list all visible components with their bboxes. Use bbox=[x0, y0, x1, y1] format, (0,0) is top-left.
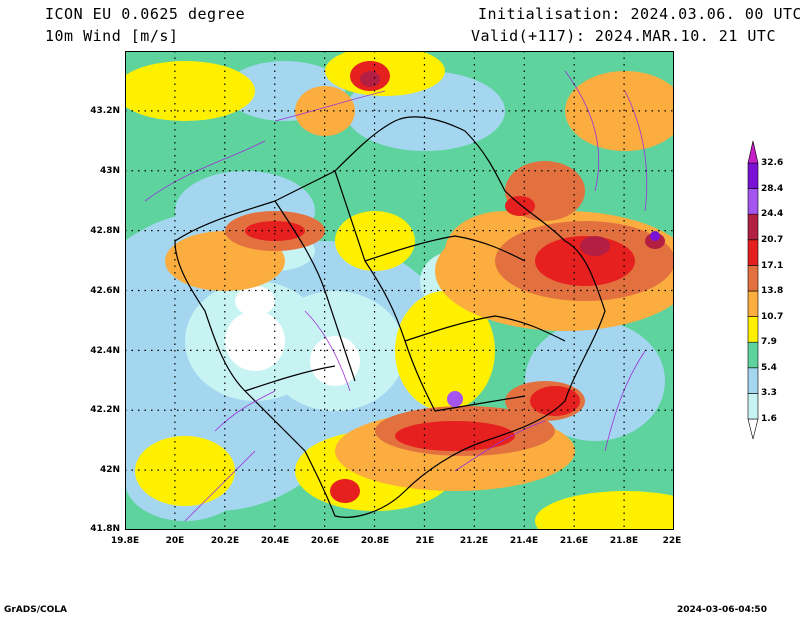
colorbar-label-4: 7.9 bbox=[761, 337, 777, 347]
variable-title: 10m Wind [m/s] bbox=[45, 27, 179, 45]
streamline bbox=[184, 450, 256, 522]
colorbar-segment bbox=[747, 188, 759, 215]
colorbar bbox=[747, 140, 759, 440]
lon-label-21: 21E bbox=[415, 536, 435, 546]
lon-label-21-2: 21.2E bbox=[459, 536, 489, 546]
colorbar-segment bbox=[747, 239, 759, 266]
streamline bbox=[624, 90, 648, 212]
lon-label-21-6: 21.6E bbox=[559, 536, 589, 546]
colorbar-segment bbox=[747, 213, 759, 241]
colorbar-label-9: 24.4 bbox=[761, 209, 784, 219]
wind-blob bbox=[530, 386, 580, 416]
lat-label-43-2: 43.2N bbox=[90, 106, 120, 116]
colorbar-segment bbox=[747, 341, 759, 369]
lon-label-22: 22E bbox=[662, 536, 682, 546]
wind-blob bbox=[235, 286, 275, 316]
border-line bbox=[174, 116, 606, 518]
colorbar-label-11: 32.6 bbox=[761, 158, 784, 168]
lon-label-20-2: 20.2E bbox=[210, 536, 240, 546]
wind-blob bbox=[360, 71, 380, 87]
border-line bbox=[434, 395, 526, 412]
colorbar-segment bbox=[747, 393, 759, 420]
valid-time: Valid(+117): 2024.MAR.10. 21 UTC bbox=[471, 27, 776, 45]
streamline bbox=[454, 420, 546, 472]
lat-label-43: 43N bbox=[99, 166, 120, 176]
wind-blob bbox=[650, 231, 660, 241]
colorbar-segment bbox=[747, 162, 759, 189]
wind-blob bbox=[125, 61, 255, 121]
streamline bbox=[214, 390, 276, 432]
colorbar-label-7: 17.1 bbox=[761, 261, 784, 271]
streamline bbox=[274, 90, 386, 122]
wind-blob bbox=[535, 491, 674, 530]
streamline bbox=[304, 310, 351, 392]
lon-label-19-8: 19.8E bbox=[110, 536, 140, 546]
colorbar-top-tri bbox=[747, 140, 759, 164]
map-frame bbox=[125, 51, 674, 530]
lat-label-42-8: 42.8N bbox=[90, 226, 120, 236]
colorbar-segment bbox=[747, 316, 759, 343]
wind-blob bbox=[310, 336, 360, 386]
lat-label-42: 42N bbox=[99, 465, 120, 475]
colorbar-bottom-tri bbox=[747, 418, 759, 440]
lon-label-20: 20E bbox=[165, 536, 185, 546]
model-title: ICON EU 0.0625 degree bbox=[45, 5, 246, 23]
lat-label-42-4: 42.4N bbox=[90, 346, 120, 356]
colorbar-segment bbox=[747, 265, 759, 292]
lon-label-21-4: 21.4E bbox=[509, 536, 539, 546]
lon-label-21-8: 21.8E bbox=[609, 536, 639, 546]
wind-blob bbox=[330, 479, 360, 503]
wind-blob bbox=[135, 436, 235, 506]
init-time: Initialisation: 2024.03.06. 00 UTC bbox=[478, 5, 800, 23]
wind-blob bbox=[395, 421, 515, 451]
lon-label-20-8: 20.8E bbox=[360, 536, 390, 546]
colorbar-label-5: 10.7 bbox=[761, 312, 784, 322]
lon-label-20-6: 20.6E bbox=[310, 536, 340, 546]
lon-label-20-4: 20.4E bbox=[260, 536, 290, 546]
colorbar-label-6: 13.8 bbox=[761, 286, 784, 296]
colorbar-label-10: 28.4 bbox=[761, 184, 784, 194]
border-line bbox=[404, 315, 566, 342]
colorbar-segment bbox=[747, 367, 759, 394]
wind-field-svg bbox=[125, 51, 674, 530]
colorbar-segment bbox=[747, 290, 759, 317]
colorbar-label-8: 20.7 bbox=[761, 235, 784, 245]
streamline bbox=[144, 140, 266, 202]
colorbar-label-3: 5.4 bbox=[761, 363, 777, 373]
footer-software: GrADS/COLA bbox=[4, 605, 67, 615]
wind-blob bbox=[447, 391, 463, 407]
border-line bbox=[244, 365, 336, 392]
border-line bbox=[274, 200, 356, 382]
wind-blob bbox=[580, 236, 610, 256]
streamline bbox=[604, 350, 646, 452]
wind-blob bbox=[225, 311, 285, 371]
colorbar-label-2: 3.3 bbox=[761, 388, 777, 398]
footer-timestamp: 2024-03-06-04:50 bbox=[677, 605, 767, 615]
border-line bbox=[334, 170, 436, 412]
colorbar-label-1: 1.6 bbox=[761, 414, 777, 424]
lat-label-41-8: 41.8N bbox=[90, 524, 120, 534]
lat-label-42-6: 42.6N bbox=[90, 286, 120, 296]
lat-label-42-2: 42.2N bbox=[90, 405, 120, 415]
border-line bbox=[364, 235, 526, 262]
wind-map[interactable] bbox=[125, 51, 674, 530]
